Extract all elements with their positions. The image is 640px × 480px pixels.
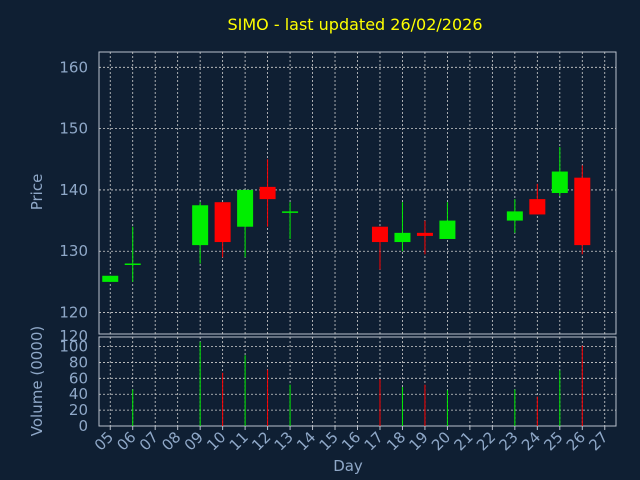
price-tick-label: 160 — [59, 58, 88, 76]
volume-tick-label: 100 — [59, 338, 88, 356]
volume-bars — [132, 341, 583, 426]
price-tick-label: 150 — [59, 120, 88, 138]
volume-tick-label: 0 — [78, 417, 88, 435]
x-axis-label: Day — [333, 457, 363, 475]
candle-body — [282, 211, 299, 213]
candle-body — [506, 211, 523, 221]
grid-lines — [99, 52, 616, 426]
candle-body — [529, 199, 546, 215]
volume-tick-label: 40 — [69, 385, 88, 403]
price-tick-label: 120 — [59, 304, 88, 322]
chart-title: SIMO - last updated 26/02/2026 — [228, 15, 483, 34]
candle-body — [439, 220, 456, 239]
candle-body — [394, 232, 411, 243]
candle-body — [371, 226, 388, 243]
lower-panel-top-label: 120 — [59, 327, 88, 345]
candle-body — [574, 177, 591, 246]
volume-tick-label: 20 — [69, 401, 88, 419]
candle-body — [237, 189, 254, 227]
candlesticks — [102, 147, 591, 282]
candle-body — [214, 202, 231, 243]
candle-body — [259, 186, 276, 200]
x-tick-label: 27 — [585, 428, 611, 454]
price-tick-label: 140 — [59, 181, 88, 199]
candle-body — [416, 232, 433, 236]
candle-body — [124, 263, 141, 265]
volume-axis-label: Volume (0000) — [28, 326, 46, 436]
candle-body — [192, 205, 209, 246]
price-axis-label: Price — [28, 174, 46, 211]
axis-ticks: 0506070809101112131415161718192021222324… — [59, 58, 611, 454]
candle-body — [102, 275, 119, 282]
price-tick-label: 130 — [59, 242, 88, 260]
volume-tick-label: 80 — [69, 353, 88, 371]
volume-tick-label: 60 — [69, 369, 88, 387]
candle-body — [551, 171, 568, 193]
